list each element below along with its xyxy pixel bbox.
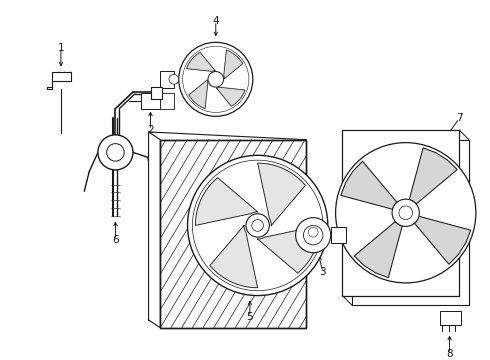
Text: 3: 3 bbox=[319, 267, 326, 277]
Polygon shape bbox=[47, 72, 71, 89]
Polygon shape bbox=[354, 221, 402, 278]
Polygon shape bbox=[258, 225, 320, 273]
Circle shape bbox=[295, 218, 331, 253]
Circle shape bbox=[336, 143, 476, 283]
Circle shape bbox=[188, 155, 328, 296]
Polygon shape bbox=[187, 52, 215, 71]
Bar bbox=[160, 140, 306, 328]
Text: 8: 8 bbox=[446, 349, 453, 359]
Text: 7: 7 bbox=[456, 113, 463, 123]
Circle shape bbox=[169, 75, 179, 84]
Polygon shape bbox=[196, 178, 258, 225]
Bar bbox=[352, 140, 469, 305]
Polygon shape bbox=[224, 50, 243, 78]
Polygon shape bbox=[148, 132, 160, 328]
Circle shape bbox=[392, 199, 419, 226]
Polygon shape bbox=[210, 225, 258, 288]
Bar bbox=[150, 87, 162, 99]
Circle shape bbox=[246, 214, 270, 237]
Text: 5: 5 bbox=[246, 312, 253, 322]
Text: 6: 6 bbox=[112, 235, 119, 245]
Bar bbox=[160, 140, 306, 328]
Text: 1: 1 bbox=[58, 43, 64, 53]
Polygon shape bbox=[217, 87, 245, 106]
Circle shape bbox=[179, 42, 253, 116]
Bar bbox=[141, 93, 160, 109]
Polygon shape bbox=[189, 80, 208, 109]
Bar bbox=[331, 228, 346, 243]
Bar bbox=[160, 93, 174, 109]
Polygon shape bbox=[341, 161, 397, 209]
Circle shape bbox=[98, 135, 133, 170]
Bar bbox=[440, 311, 461, 325]
Circle shape bbox=[208, 72, 223, 87]
Polygon shape bbox=[415, 216, 471, 264]
Polygon shape bbox=[258, 163, 305, 225]
Text: 2: 2 bbox=[147, 125, 154, 135]
Text: 4: 4 bbox=[213, 16, 219, 26]
Polygon shape bbox=[409, 148, 457, 204]
Bar bbox=[343, 130, 459, 296]
Bar bbox=[160, 71, 174, 88]
